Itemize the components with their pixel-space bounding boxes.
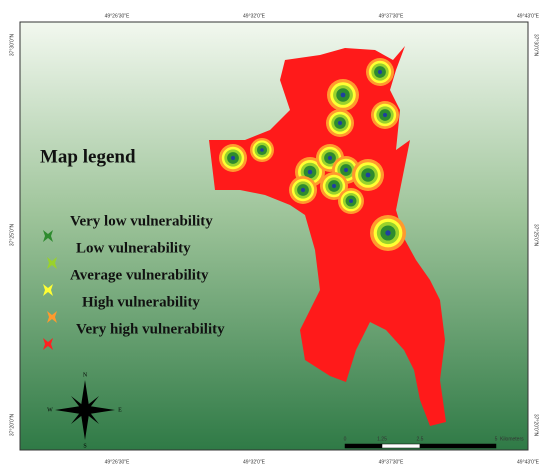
latitude-label-left: 37°20'0"N <box>9 413 15 436</box>
hotspot-ring <box>365 172 371 178</box>
longitude-label-top: 49°37'30"E <box>379 13 404 19</box>
scale-unit: Kilometers <box>500 436 524 442</box>
scale-segment <box>344 443 383 449</box>
longitude-label-top: 49°32'0"E <box>243 13 266 19</box>
longitude-label-bottom: 49°32'0"E <box>243 459 266 465</box>
compass-north: N <box>83 372 88 378</box>
compass-east: E <box>118 407 122 413</box>
hotspot-ring <box>337 120 343 126</box>
legend-swatch <box>43 284 53 296</box>
compass-west: W <box>47 407 53 413</box>
map-frame <box>19 21 529 451</box>
legend-label: Low vulnerability <box>76 240 191 256</box>
legend-label: High vulnerability <box>82 294 200 310</box>
longitude-label-top: 49°26'30"E <box>105 13 130 19</box>
latitude-label-right: 37°30'0"N <box>533 34 539 57</box>
scale-bar: 0 1.25 2.5 5 Kilometers <box>344 436 524 449</box>
longitude-label-top: 49°43'0"E <box>517 13 540 19</box>
hotspot-ring <box>382 112 388 118</box>
legend-title: Map legend <box>40 146 136 167</box>
legend-label: Very high vulnerability <box>76 321 225 337</box>
legend-label: Very low vulnerability <box>70 213 213 229</box>
hotspot-ring <box>349 199 353 203</box>
legend-swatch <box>43 230 53 242</box>
hotspot-ring <box>331 183 337 189</box>
hotspot-ring <box>230 155 236 161</box>
hotspot-ring <box>327 155 333 161</box>
hotspot-ring <box>260 148 264 152</box>
longitude-label-bottom: 49°43'0"E <box>517 459 540 465</box>
legend-swatch <box>47 257 57 269</box>
hotspot-ring <box>300 187 306 193</box>
scale-label: 1.25 <box>377 436 387 442</box>
longitude-label-bottom: 49°37'30"E <box>379 459 404 465</box>
hotspot-ring <box>385 230 391 236</box>
scale-label: 5 <box>495 436 498 442</box>
scale-segment <box>419 443 497 449</box>
compass: N S E W <box>47 372 122 449</box>
latitude-label-right: 37°25'0"N <box>533 224 539 247</box>
longitude-label-bottom: 49°26'30"E <box>105 459 130 465</box>
scale-segment <box>381 443 421 449</box>
legend-swatch <box>47 311 57 323</box>
latitude-label-left: 37°30'0"N <box>9 33 15 56</box>
hotspot-ring <box>340 92 346 98</box>
hotspot-ring <box>377 69 383 75</box>
scale-label: 2.5 <box>417 436 424 442</box>
legend-swatch <box>43 338 53 350</box>
hotspot-ring <box>307 169 313 175</box>
legend-label: Average vulnerability <box>70 267 209 283</box>
scale-label: 0 <box>344 436 347 442</box>
latitude-label-left: 37°25'0"N <box>9 223 15 246</box>
hotspot-ring <box>343 167 349 173</box>
compass-south: S <box>83 443 86 449</box>
latitude-label-right: 37°20'0"N <box>533 414 539 437</box>
